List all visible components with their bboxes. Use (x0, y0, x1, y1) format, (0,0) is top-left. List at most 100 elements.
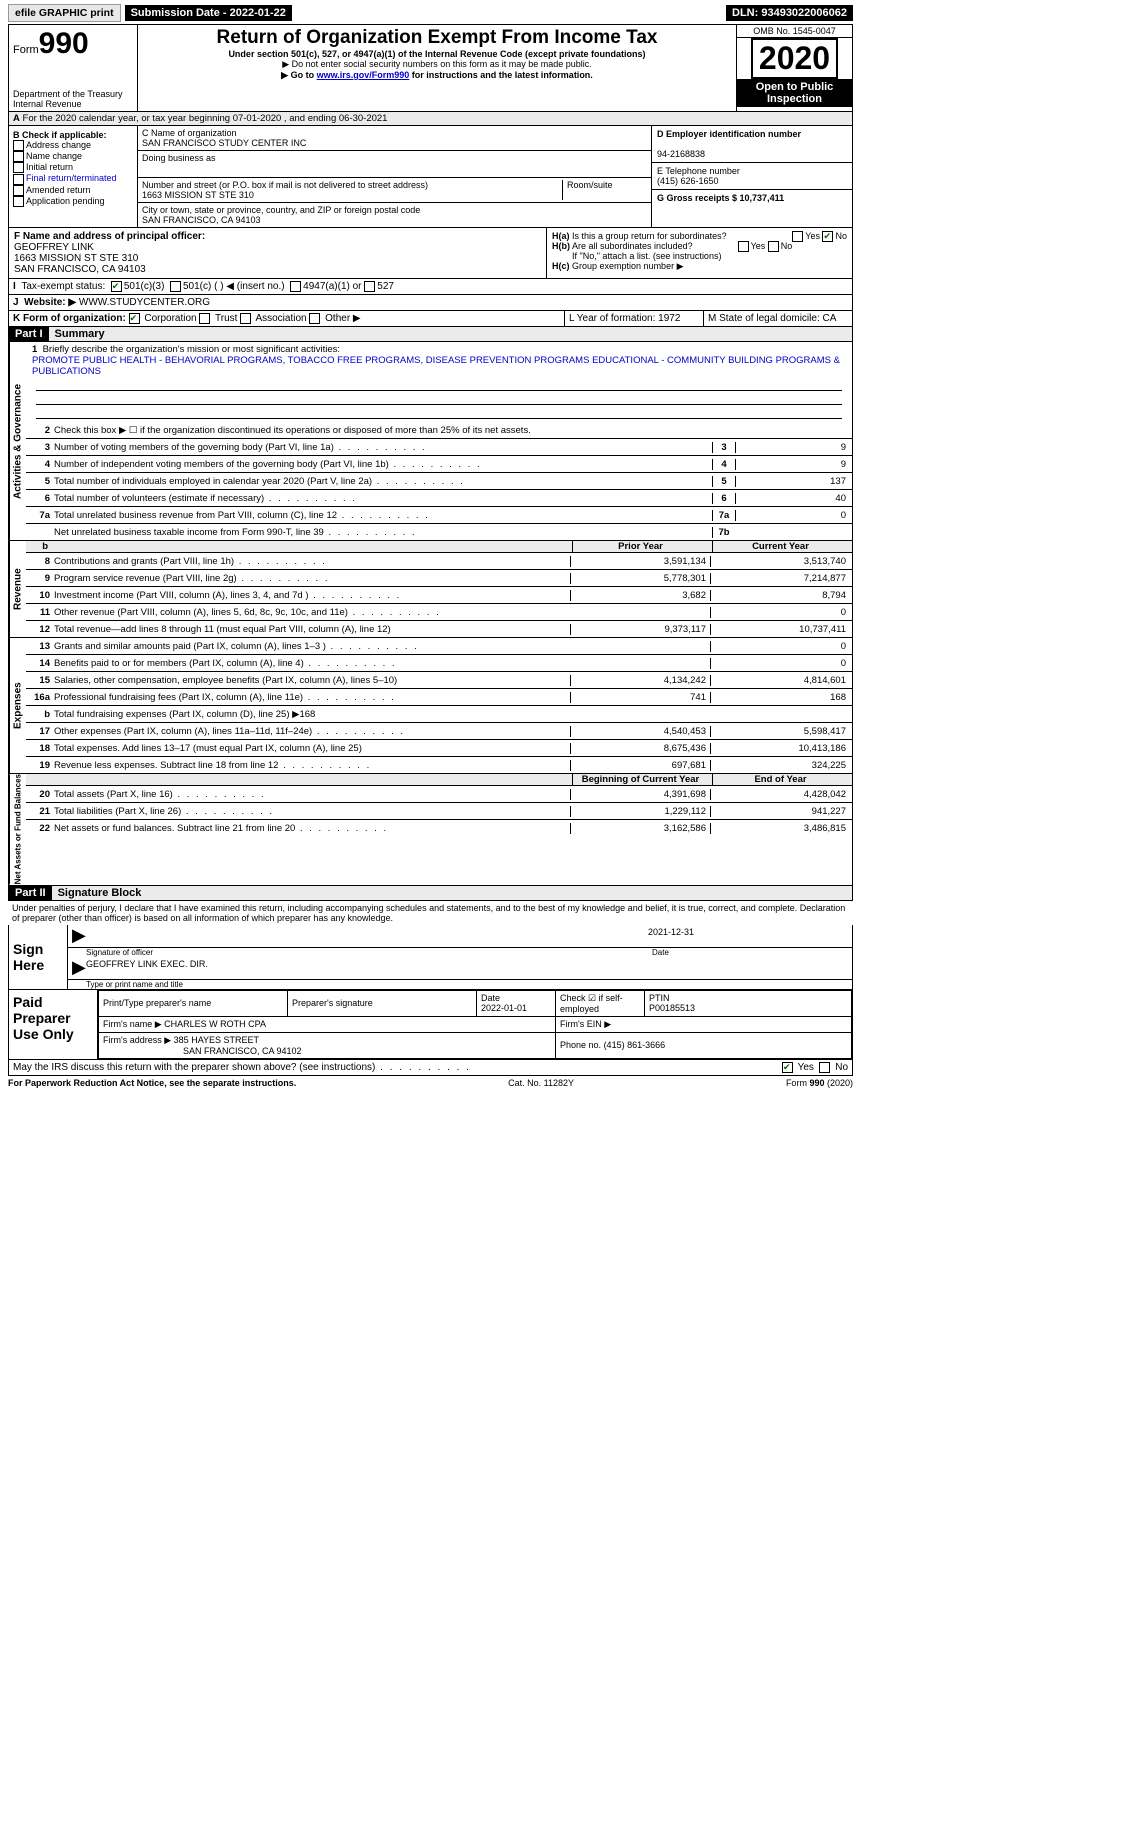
phone-label: E Telephone number (657, 166, 740, 176)
i-row: I Tax-exempt status: 501(c)(3) 501(c) ( … (8, 279, 853, 295)
website-url: WWW.STUDYCENTER.ORG (79, 297, 210, 308)
hb-note: If "No," attach a list. (see instruction… (552, 251, 847, 261)
hb-question: Are all subordinates included? (572, 241, 693, 251)
form-title: Return of Organization Exempt From Incom… (142, 27, 732, 49)
expenses-block: Expenses 13Grants and similar amounts pa… (8, 638, 853, 774)
j-row: J Website: ▶ WWW.STUDYCENTER.ORG (8, 295, 853, 311)
efile-print-button[interactable]: efile GRAPHIC print (8, 4, 121, 22)
officer-addr2: SAN FRANCISCO, CA 94103 (14, 264, 146, 275)
preparer-sig-header: Preparer's signature (288, 990, 477, 1016)
omb-number: OMB No. 1545-0047 (737, 25, 852, 38)
subtitle: Under section 501(c), 527, or 4947(a)(1)… (142, 49, 732, 59)
paperwork-notice: For Paperwork Reduction Act Notice, see … (8, 1078, 296, 1088)
irs-link[interactable]: www.irs.gov/Form990 (317, 70, 410, 80)
line-b: bTotal fundraising expenses (Part IX, co… (26, 706, 852, 723)
part2-header: Part II Signature Block (8, 886, 853, 901)
line-12: 12Total revenue—add lines 8 through 11 (… (26, 621, 852, 637)
revenue-side-label: Revenue (9, 541, 26, 637)
ha-question: Is this a group return for subordinates? (572, 231, 727, 241)
gross-receipts: G Gross receipts $ 10,737,411 (657, 193, 784, 203)
sign-here-label: Sign Here (9, 925, 68, 989)
sign-here-block: Sign Here ▶ 2021-12-31 Signature of offi… (8, 925, 853, 990)
current-year-header: Current Year (712, 541, 852, 552)
form-page-ref: Form 990 (2020) (786, 1078, 853, 1088)
part1-header: Part I Summary (8, 327, 853, 342)
line-11: 11Other revenue (Part VIII, column (A), … (26, 604, 852, 621)
gov-side-label: Activities & Governance (9, 342, 26, 540)
sign-date: 2021-12-31 (644, 925, 852, 948)
section-b-row: B Check if applicable: Address change Na… (8, 126, 853, 228)
form-header: Form990 Department of the Treasury Inter… (8, 24, 853, 112)
line-9: 9Program service revenue (Part VIII, lin… (26, 570, 852, 587)
ptin: P00185513 (649, 1003, 695, 1013)
tax-period-row: A For the 2020 calendar year, or tax yea… (8, 112, 853, 126)
c-label: C Name of organization (142, 128, 237, 138)
check-if-applicable: B Check if applicable: Address change Na… (9, 126, 138, 227)
room-suite: Room/suite (562, 180, 647, 200)
paid-preparer-label: Paid Preparer Use Only (9, 990, 98, 1059)
line-17: 17Other expenses (Part IX, column (A), l… (26, 723, 852, 740)
line-15: 15Salaries, other compensation, employee… (26, 672, 852, 689)
revenue-block: Revenue bPrior YearCurrent Year 8Contrib… (8, 541, 853, 638)
open-to-public: Open to Public Inspection (737, 79, 852, 107)
ein-value: 94-2168838 (657, 149, 705, 159)
gov-line-7a: 7aTotal unrelated business revenue from … (26, 507, 852, 524)
firm-name: CHARLES W ROTH CPA (164, 1019, 266, 1029)
note-ssn: ▶ Do not enter social security numbers o… (142, 59, 732, 70)
note-link: ▶ Go to www.irs.gov/Form990 for instruct… (142, 70, 732, 81)
page-footer: For Paperwork Reduction Act Notice, see … (8, 1076, 853, 1090)
line-8: 8Contributions and grants (Part VIII, li… (26, 553, 852, 570)
street-address: 1663 MISSION ST STE 310 (142, 190, 254, 200)
officer-name: GEOFFREY LINK (14, 242, 94, 253)
gov-line-4: 4Number of independent voting members of… (26, 456, 852, 473)
form-number: Form990 (13, 27, 133, 61)
org-name: SAN FRANCISCO STUDY CENTER INC (142, 138, 306, 148)
top-bar: efile GRAPHIC print Submission Date - 20… (8, 4, 853, 22)
expenses-side-label: Expenses (9, 638, 26, 773)
firm-phone: (415) 861-3666 (604, 1040, 666, 1050)
phone-value: (415) 626-1650 (657, 176, 719, 186)
discuss-row: May the IRS discuss this return with the… (8, 1060, 853, 1076)
officer-addr1: 1663 MISSION ST STE 310 (14, 253, 138, 264)
penalty-statement: Under penalties of perjury, I declare th… (8, 901, 853, 925)
l-year: L Year of formation: 1972 (564, 311, 703, 326)
paid-preparer-block: Paid Preparer Use Only Print/Type prepar… (8, 990, 853, 1060)
end-year-header: End of Year (712, 774, 852, 785)
line-10: 10Investment income (Part VIII, column (… (26, 587, 852, 604)
f-label: F Name and address of principal officer: (14, 231, 205, 242)
m-state: M State of legal domicile: CA (703, 311, 852, 326)
mission-text: PROMOTE PUBLIC HEALTH - BEHAVORIAL PROGR… (32, 355, 840, 377)
line-21: 21Total liabilities (Part X, line 26)1,2… (26, 803, 852, 820)
department: Department of the Treasury Internal Reve… (13, 89, 133, 109)
preparer-name-header: Print/Type preparer's name (99, 990, 288, 1016)
dln: DLN: 93493022006062 (726, 5, 853, 21)
hc-label: Group exemption number ▶ (572, 261, 683, 271)
ein-label: D Employer identification number (657, 129, 801, 139)
tax-year: 2020 (751, 38, 838, 79)
line-22: 22Net assets or fund balances. Subtract … (26, 820, 852, 836)
submission-date: Submission Date - 2022-01-22 (125, 5, 292, 21)
line-20: 20Total assets (Part X, line 16)4,391,69… (26, 786, 852, 803)
sig-officer-label: Signature of officer (68, 948, 652, 957)
addr-label: Number and street (or P.O. box if mail i… (142, 180, 428, 190)
line-13: 13Grants and similar amounts paid (Part … (26, 638, 852, 655)
activities-governance-block: Activities & Governance 1 Briefly descri… (8, 342, 853, 541)
gov-line-7b: Net unrelated business taxable income fr… (26, 524, 852, 540)
net-assets-block: Net Assets or Fund Balances Beginning of… (8, 774, 853, 885)
prep-date: 2022-01-01 (481, 1003, 527, 1013)
firm-addr: 385 HAYES STREET (174, 1035, 259, 1045)
f-h-row: F Name and address of principal officer:… (8, 228, 853, 279)
officer-print-name: GEOFFREY LINK EXEC. DIR. (86, 959, 208, 969)
gov-line-6: 6Total number of volunteers (estimate if… (26, 490, 852, 507)
gov-line-3: 3Number of voting members of the governi… (26, 439, 852, 456)
right-id-fields: D Employer identification number 94-2168… (651, 126, 852, 227)
name-title-label: Type or print name and title (68, 980, 852, 989)
mission-question: Briefly describe the organization's miss… (43, 344, 341, 355)
firm-ein-label: Firm's EIN ▶ (556, 1016, 852, 1032)
line-18: 18Total expenses. Add lines 13–17 (must … (26, 740, 852, 757)
prior-year-header: Prior Year (572, 541, 712, 552)
form-container: efile GRAPHIC print Submission Date - 20… (0, 0, 861, 1094)
date-label: Date (652, 948, 852, 957)
gov-line-5: 5Total number of individuals employed in… (26, 473, 852, 490)
gov-line-2: 2Check this box ▶ ☐ if the organization … (26, 422, 852, 439)
